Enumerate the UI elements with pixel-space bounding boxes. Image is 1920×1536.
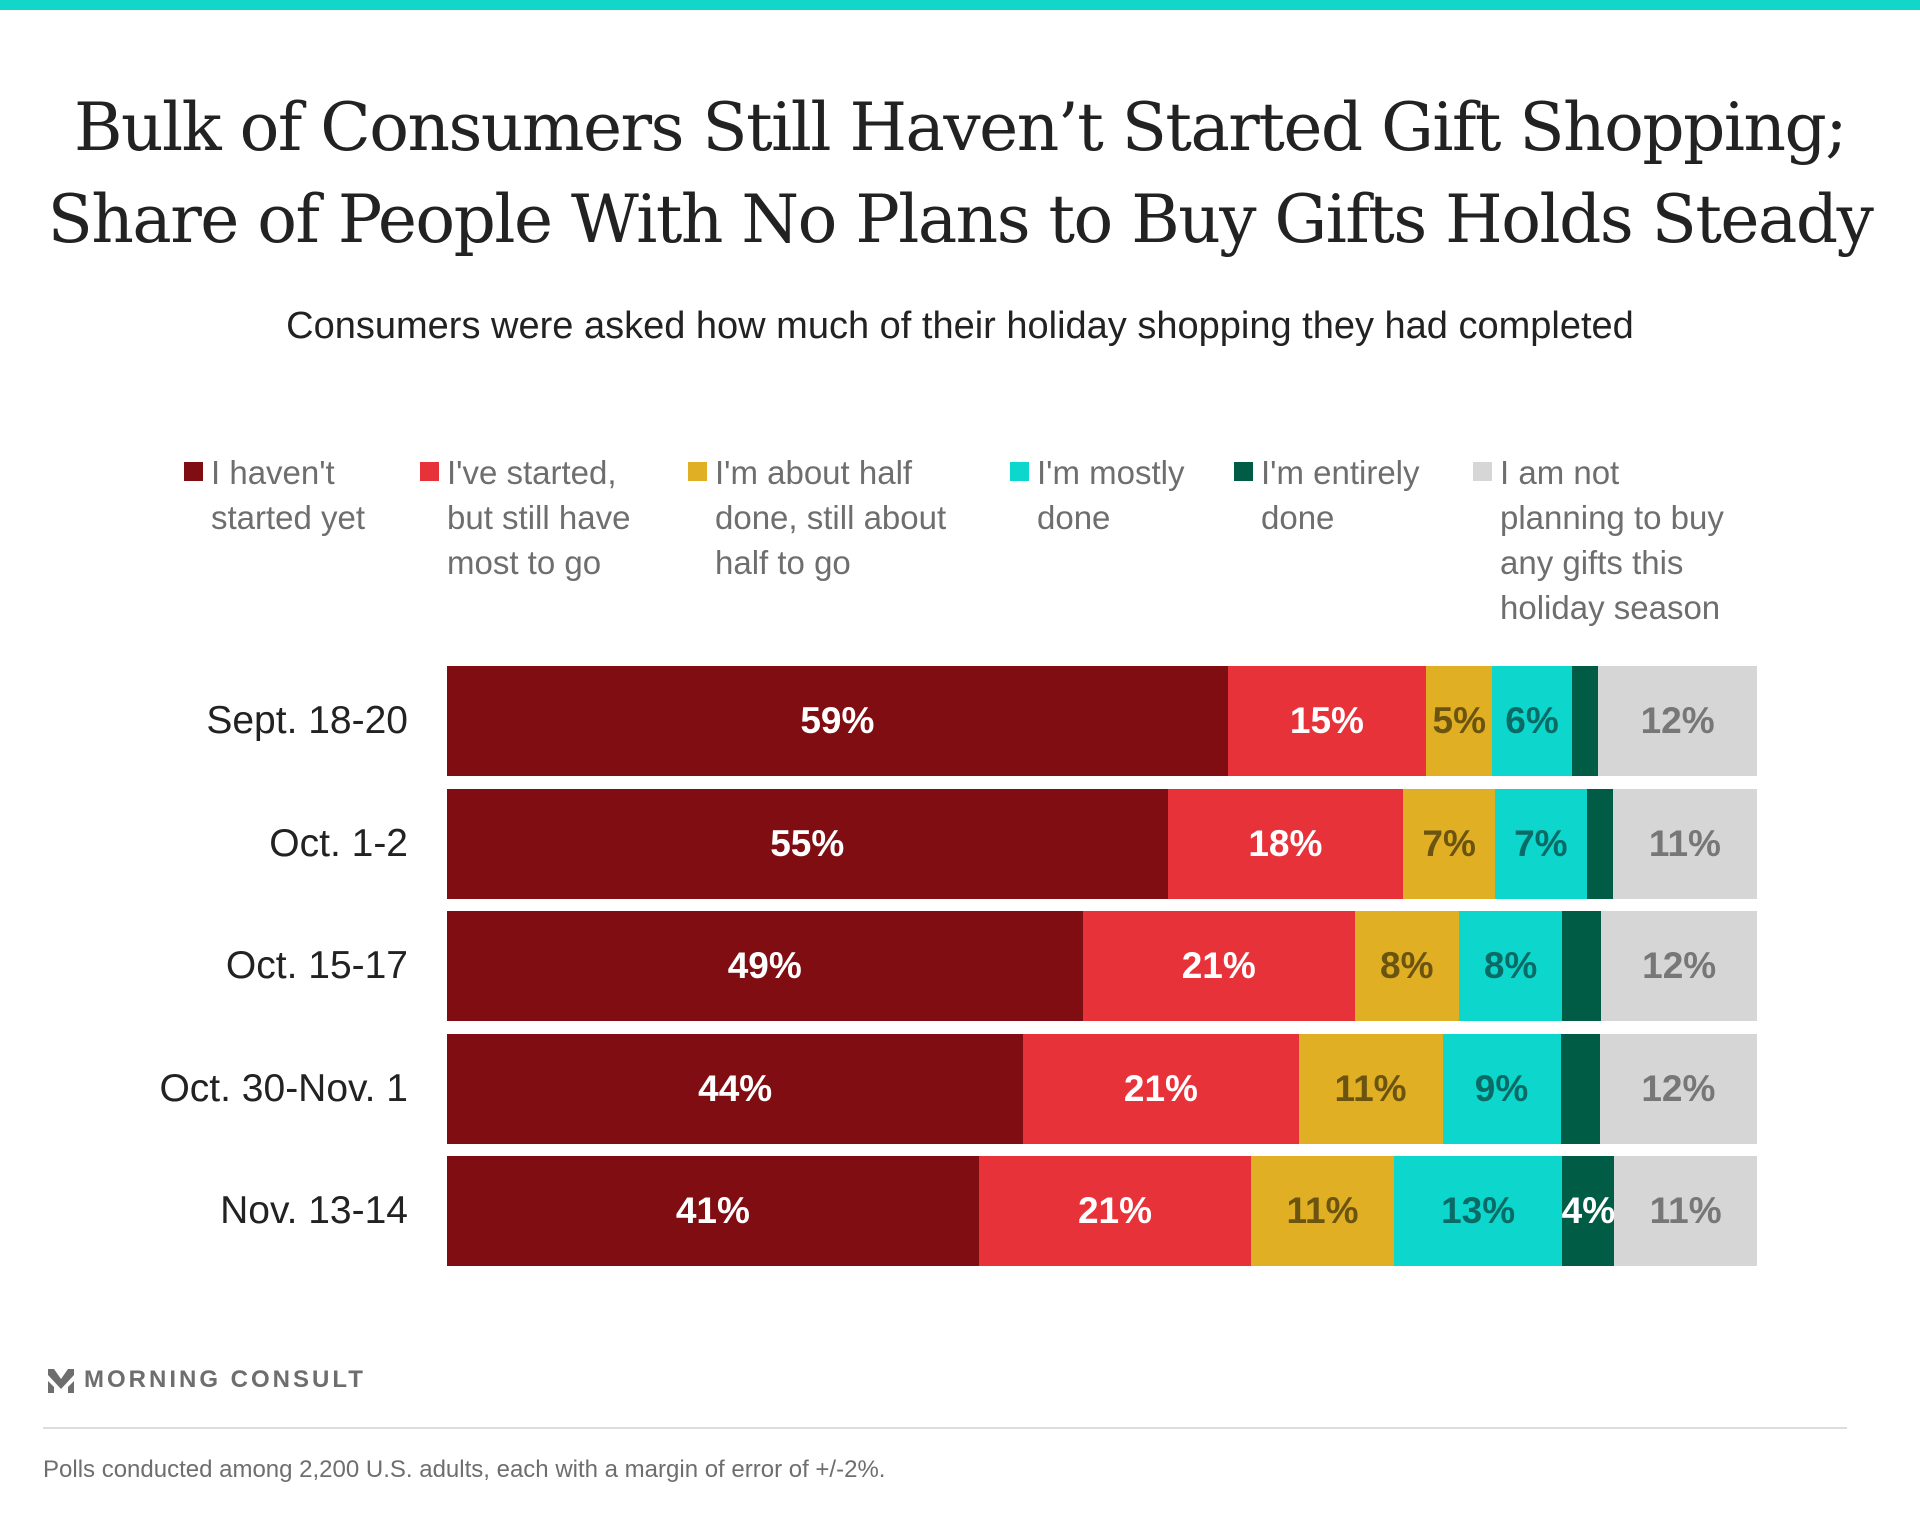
data-label: 12% [1641, 1067, 1716, 1109]
data-label: 18% [1248, 822, 1323, 864]
bar-segment [1599, 1033, 1758, 1144]
category-label: Oct. 1-2 [269, 821, 408, 865]
data-label: 9% [1474, 1067, 1529, 1109]
bar-segment [1298, 1033, 1444, 1144]
bar-segment [1403, 788, 1496, 899]
data-label: 12% [1640, 700, 1715, 741]
bar-segment [1082, 911, 1356, 1021]
bar-segment [1571, 666, 1599, 776]
data-label: 7% [1514, 822, 1568, 864]
data-label: 11% [1648, 822, 1721, 864]
bar-segment [1442, 1033, 1561, 1144]
bar-segment [447, 1033, 1024, 1144]
data-label: 41% [675, 1190, 750, 1231]
legend-swatch [1010, 462, 1029, 481]
bar-segment [1426, 666, 1493, 776]
bar-segment [1393, 1156, 1563, 1266]
bar-segment [1586, 788, 1614, 899]
bar-segment [1601, 911, 1758, 1021]
bar-segment [1458, 911, 1563, 1021]
legend-label: I've started, but still have most to go [447, 454, 631, 581]
data-label: 12% [1642, 945, 1717, 986]
category-label: Oct. 15-17 [225, 944, 408, 987]
data-label: 13% [1441, 1190, 1516, 1231]
data-label: 8% [1380, 945, 1434, 986]
footer-divider [43, 1427, 1847, 1429]
bar-row: 41% 21% 11% 13% 4% 11% [447, 1156, 1758, 1266]
bar-row: 59% 15% 5% 6% 12% [447, 666, 1758, 776]
bar-segment [1167, 788, 1404, 899]
data-label: 11% [1334, 1067, 1407, 1109]
bar-segment [1562, 1156, 1615, 1266]
data-label: 11% [1649, 1190, 1722, 1231]
data-label: 59% [800, 700, 875, 741]
bar-segment [1492, 666, 1573, 776]
data-label: 21% [1123, 1067, 1198, 1109]
logo-text: MORNING CONSULT [84, 1366, 366, 1393]
bar-segment [1562, 911, 1602, 1021]
title-line-2: Share of People With No Plans to Buy Gif… [47, 181, 1874, 258]
data-label: 15% [1289, 700, 1364, 741]
data-label: 55% [770, 822, 845, 864]
legend-swatch [420, 462, 439, 481]
legend-label: I'm entirely done [1261, 454, 1420, 536]
data-label: 11% [1286, 1190, 1359, 1231]
legend-swatch [1473, 462, 1492, 481]
legend-label: I am not planning to buy any gifts this … [1500, 454, 1724, 626]
data-label: 5% [1432, 700, 1487, 741]
bar-segment [447, 911, 1084, 1021]
category-label: Sept. 18-20 [206, 699, 408, 742]
bar-segment [1598, 666, 1758, 776]
footnote: Polls conducted among 2,200 U.S. adults,… [43, 1456, 886, 1483]
bar-segment [1354, 911, 1460, 1021]
bar-segment [1612, 788, 1758, 899]
legend-swatch [688, 462, 707, 481]
category-label: Nov. 13-14 [220, 1189, 408, 1232]
bar-segment [1251, 1156, 1395, 1266]
bar-segment [1495, 788, 1588, 899]
morning-consult-logo: MORNING CONSULT [48, 1366, 366, 1394]
bar-segment [1560, 1033, 1601, 1144]
morning-consult-m-icon [48, 1369, 74, 1393]
chart-title: Bulk of Consumers Still Haven’t Started … [0, 82, 1920, 266]
data-label: 7% [1422, 822, 1476, 864]
bar-segment [978, 1156, 1252, 1266]
top-accent-bar [0, 0, 1920, 10]
bar-row: 49% 21% 8% 8% 12% [447, 911, 1758, 1021]
data-label: 21% [1181, 945, 1256, 986]
bar-segment [1023, 1033, 1299, 1144]
data-label: 49% [727, 945, 802, 986]
data-label: 44% [698, 1067, 773, 1109]
bar-segment [1227, 666, 1427, 776]
data-label: 8% [1483, 945, 1538, 986]
bar-row: 44% 21% 11% 9% 12% [447, 1033, 1758, 1144]
title-line-1: Bulk of Consumers Still Haven’t Started … [74, 89, 1847, 166]
bar-segment [447, 788, 1168, 899]
category-label: Oct. 30-Nov. 1 [159, 1066, 408, 1110]
bar-segment [447, 1156, 980, 1266]
data-label: 6% [1505, 700, 1559, 741]
bar-segment [1614, 1156, 1758, 1266]
bar-row: 55% 18% 7% 7% 11% [447, 788, 1758, 899]
legend-label: I'm mostly done [1037, 454, 1185, 536]
chart-subtitle: Consumers were asked how much of their h… [286, 305, 1634, 347]
legend-swatch [184, 462, 203, 481]
bar-segment [447, 666, 1229, 776]
legend-label: I'm about half done, still about half to… [715, 454, 947, 581]
data-label: 4% [1561, 1190, 1616, 1231]
legend-label: I haven't started yet [211, 454, 366, 536]
legend-swatch [1234, 462, 1253, 481]
data-label: 21% [1077, 1190, 1152, 1231]
